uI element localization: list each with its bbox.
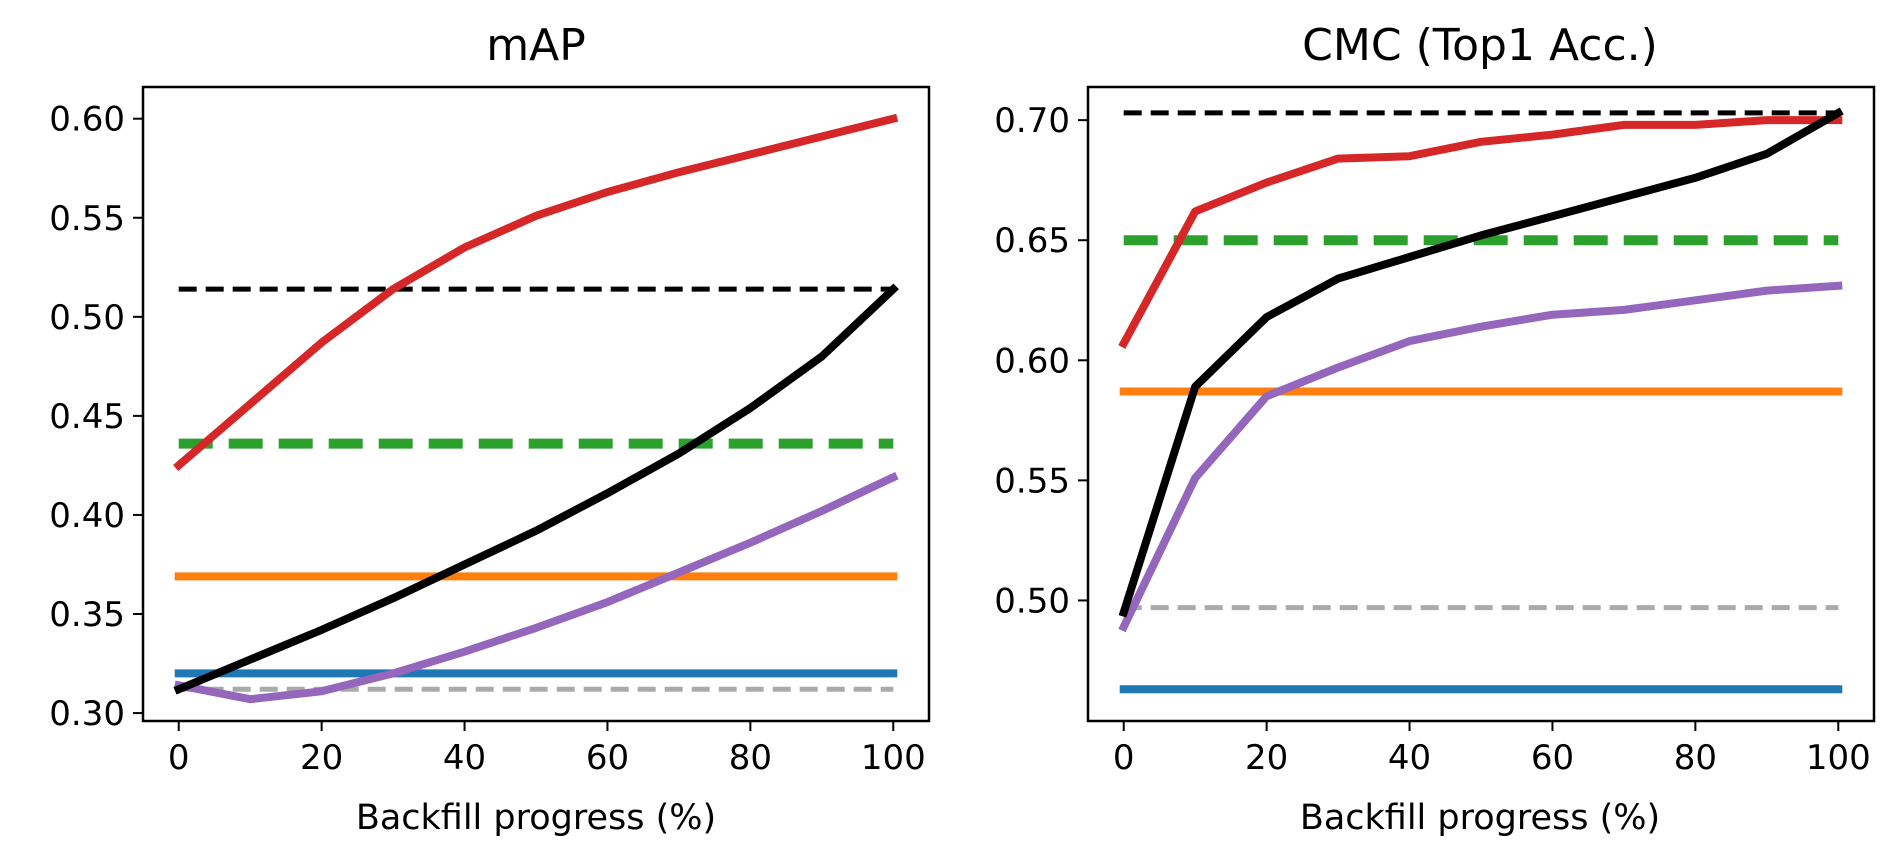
x-axis-label: Backfill progress (%) [356,798,716,838]
chart-panel-map: mAP 0 20 40 60 80 100 0.30 0.35 0.40 0.45 0.50 0.55… [49,20,931,838]
y-tick-label: 0.60 [994,341,1070,381]
series-line-7 [1118,107,1844,618]
series-line-6 [173,283,899,695]
x-tick-label: 20 [1245,738,1288,778]
ticks-layer: 0 20 40 60 80 100 0.30 0.35 0.40 0.45 0.50 0.55 0.60 [49,100,925,778]
x-tick-label: 20 [300,738,343,778]
y-tick-label: 0.50 [994,581,1070,621]
series-layer [173,113,899,704]
y-tick-label: 0.35 [49,595,125,635]
y-tick-label: 0.65 [994,221,1070,261]
y-tick-label: 0.30 [49,694,125,734]
x-axis-label: Backfill progress (%) [1300,798,1660,838]
chart-panel-cmc: CMC (Top1 Acc.) 0 20 40 60 80 100 0.50 0.55 0.60… [994,20,1876,838]
y-tick-label: 0.55 [994,461,1070,501]
series-line-6 [1118,116,1843,349]
chart-title: CMC (Top1 Acc.) [1302,20,1658,71]
x-tick-label: 40 [443,738,486,778]
x-tick-label: 80 [729,738,772,778]
series-line-7 [173,113,899,472]
series-layer [1118,107,1844,694]
x-tick-label: 80 [1674,738,1717,778]
y-tick-label: 0.70 [994,101,1070,141]
x-tick-label: 60 [1531,738,1574,778]
y-tick-label: 0.60 [49,100,125,140]
chart-title: mAP [486,20,586,71]
x-tick-label: 40 [1388,738,1431,778]
x-tick-label: 100 [1806,738,1871,778]
x-tick-label: 0 [168,738,190,778]
plot-frame [1086,85,1876,723]
x-tick-label: 0 [1113,738,1135,778]
y-tick-label: 0.40 [49,496,125,536]
y-tick-label: 0.55 [49,199,125,239]
plot-frame [141,85,931,723]
series-line-5 [174,471,899,704]
x-tick-label: 100 [861,738,926,778]
series-line-5 [1118,281,1843,633]
ticks-layer: 0 20 40 60 80 100 0.50 0.55 0.60 0.65 0.70 [994,101,1870,778]
x-tick-label: 60 [586,738,629,778]
y-tick-label: 0.50 [49,298,125,338]
y-tick-label: 0.45 [49,397,125,437]
